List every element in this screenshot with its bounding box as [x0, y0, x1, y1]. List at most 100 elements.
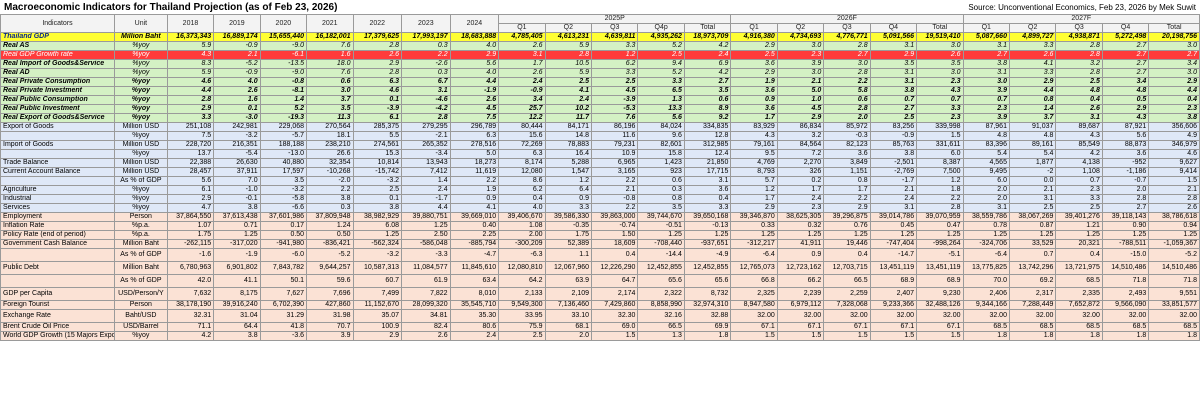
value-cell: 37,809,948: [306, 212, 354, 222]
header-quarter: Q3: [823, 23, 871, 33]
value-cell: 82,123: [823, 140, 871, 150]
value-cell: 0.9: [776, 248, 825, 262]
value-cell: 2.9: [352, 59, 403, 69]
value-cell: 1.24: [306, 221, 354, 231]
value-cell: 1.25: [1008, 230, 1057, 240]
value-cell: 228,720: [166, 140, 215, 150]
value-cell: 1.25: [352, 230, 403, 240]
value-cell: -788,511: [1101, 239, 1150, 249]
indicator-label: Real Public Investment: [0, 104, 115, 114]
value-cell: 216,351: [213, 140, 261, 150]
value-cell: 17,993,197: [401, 32, 451, 42]
value-cell: 32,488,126: [916, 300, 964, 310]
value-cell: 67.1: [730, 322, 778, 332]
value-cell: 6.2: [498, 185, 546, 195]
value-cell: 50.1: [259, 274, 308, 288]
value-cell: 13.7: [166, 149, 215, 159]
value-cell: -0.1: [213, 194, 261, 204]
header-quarter: Q1: [498, 23, 546, 33]
value-cell: 8,175: [213, 287, 261, 301]
value-cell: 346,979: [1148, 140, 1200, 150]
value-cell: 1.6: [306, 50, 354, 60]
value-cell: 32.16: [637, 309, 685, 323]
value-cell: 7,696: [306, 287, 354, 301]
value-cell: 5.9: [166, 68, 215, 78]
value-cell: 1.8: [962, 331, 1010, 341]
value-cell: 7,652,872: [1055, 300, 1103, 310]
value-cell: -0.74: [591, 221, 639, 231]
value-cell: 3.3: [544, 203, 593, 213]
value-cell: 32.00: [962, 309, 1010, 323]
indicator-label: [0, 248, 115, 262]
value-cell: 1.07: [166, 221, 215, 231]
value-cell: 0.94: [1148, 221, 1200, 231]
table-row: Real GDP Growth rate %yoy 4.3 2.1 -6.1 1.6 2.6…: [0, 50, 1200, 60]
value-cell: -2.0: [306, 176, 354, 186]
value-cell: 2.7: [1148, 50, 1200, 60]
value-cell: 9,414: [1148, 167, 1200, 177]
value-cell: 2.0: [962, 185, 1010, 195]
value-cell: 25.7: [498, 104, 546, 114]
value-cell: -0.9: [213, 41, 261, 51]
value-cell: 2.5: [591, 77, 639, 87]
value-cell: 8,732: [683, 287, 732, 301]
value-cell: 38,067,269: [1008, 212, 1057, 222]
value-cell: 10,814: [352, 158, 403, 168]
value-cell: 3.0: [1148, 41, 1200, 51]
value-cell: 2.6: [916, 50, 964, 60]
value-cell: 3.4: [1148, 59, 1200, 69]
value-cell: -300,209: [498, 239, 546, 249]
value-cell: 14,510,486: [1101, 261, 1150, 275]
value-cell: 4,639,811: [591, 32, 639, 42]
unit-cell: %yoy: [113, 104, 168, 114]
table-row: As % of GDP 5.6 7.0 3.5 -2.0 -3.2 1.4 2.2 8.6 1.2…: [0, 176, 1200, 186]
value-cell: 4.3: [166, 50, 215, 60]
value-cell: 2,406: [962, 287, 1010, 301]
value-cell: 11,084,577: [401, 261, 451, 275]
value-cell: 427,860: [306, 300, 354, 310]
value-cell: 2.8: [352, 41, 403, 51]
value-cell: 26,630: [213, 158, 261, 168]
value-cell: 0.8: [637, 194, 685, 204]
value-cell: 12,765,073: [730, 261, 778, 275]
value-cell: 4.4: [1008, 86, 1057, 96]
value-cell: 37,613,438: [213, 212, 261, 222]
value-cell: 5.8: [823, 86, 871, 96]
value-cell: 7,429,860: [591, 300, 639, 310]
value-cell: 1.25: [730, 230, 778, 240]
value-cell: 2,325: [730, 287, 778, 301]
value-cell: 4,734,693: [776, 32, 825, 42]
value-cell: 2.2: [823, 77, 871, 87]
value-cell: 2,493: [1101, 287, 1150, 301]
value-cell: 39,650,168: [683, 212, 732, 222]
value-cell: 8,858,990: [637, 300, 685, 310]
value-cell: 6.2: [591, 59, 639, 69]
value-cell: 0.6: [306, 77, 354, 87]
value-cell: 4,769: [730, 158, 778, 168]
value-cell: -0.3: [823, 131, 871, 141]
unit-cell: %yoy: [113, 194, 168, 204]
value-cell: 3.6: [730, 104, 778, 114]
value-cell: 11,152,670: [352, 300, 403, 310]
value-cell: 7.6: [306, 68, 354, 78]
value-cell: 85,549: [1055, 140, 1103, 150]
unit-cell: Million Baht: [113, 32, 168, 42]
unit-cell: Baht/USD: [113, 309, 168, 323]
value-cell: 2.7: [683, 77, 732, 87]
indicator-label: Agriculture: [0, 185, 115, 195]
header-quarter: Q2: [544, 23, 593, 33]
value-cell: 3.6: [730, 86, 778, 96]
value-cell: 87,961: [962, 122, 1010, 132]
value-cell: -13.0: [259, 149, 308, 159]
value-cell: 80.6: [449, 322, 500, 332]
value-cell: 2.9: [730, 41, 778, 51]
value-cell: 3.3: [591, 41, 639, 51]
value-cell: 1.8: [916, 185, 964, 195]
value-cell: 33,851,577: [1148, 300, 1200, 310]
value-cell: 1,423: [637, 158, 685, 168]
value-cell: 0.0: [1008, 176, 1057, 186]
value-cell: 312,985: [683, 140, 732, 150]
value-cell: 2.6: [1055, 104, 1103, 114]
value-cell: 0.9: [544, 194, 593, 204]
unit-cell: Million USD: [113, 158, 168, 168]
